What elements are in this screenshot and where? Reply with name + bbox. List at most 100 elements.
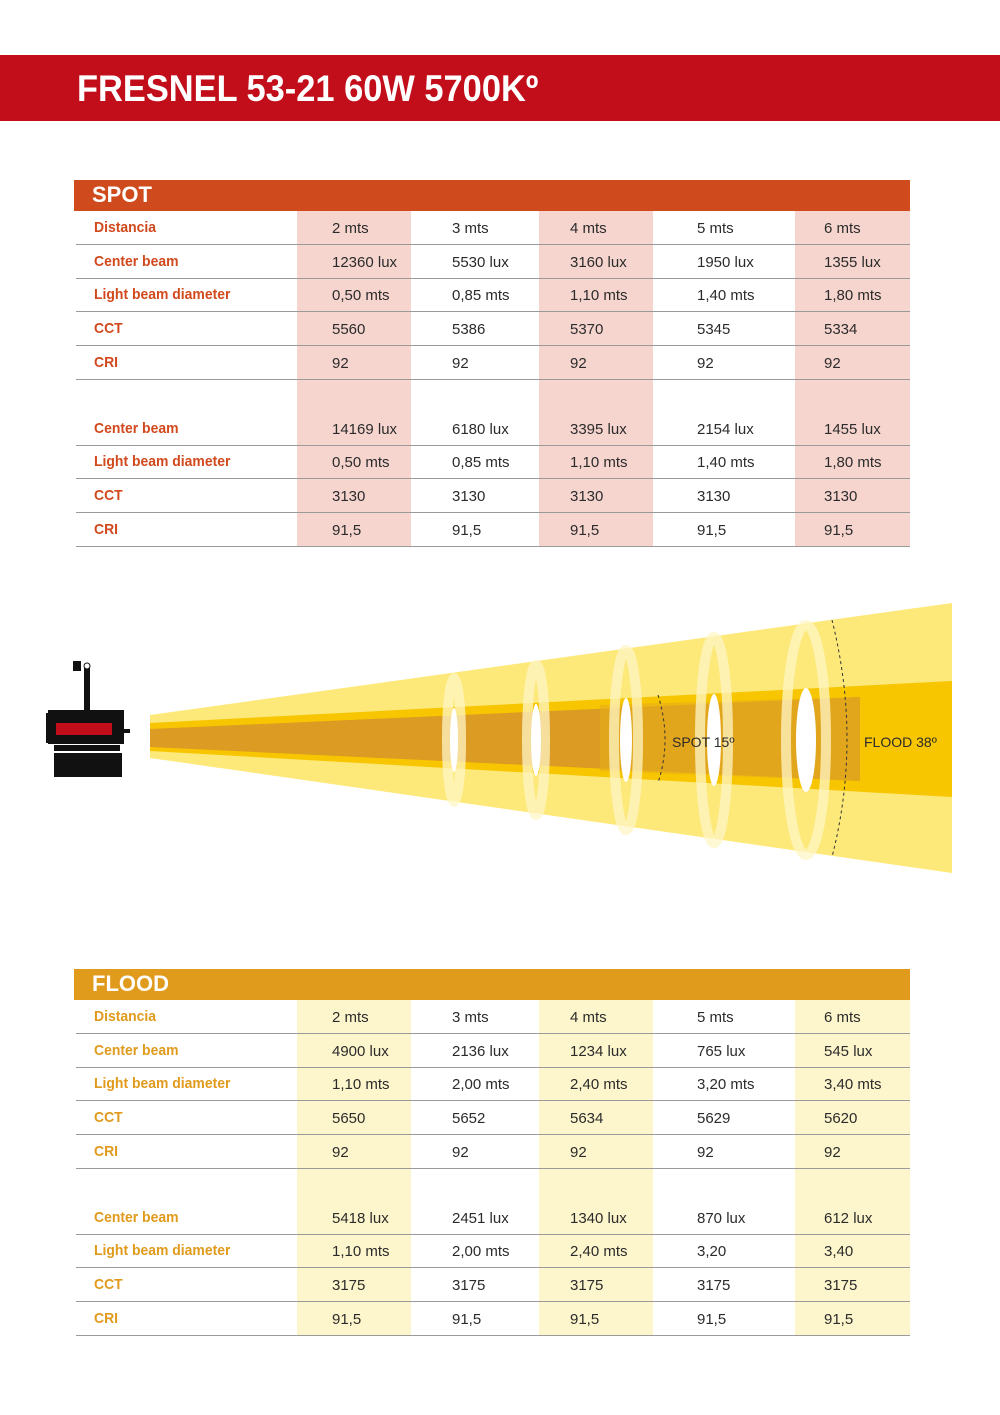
table-cell: 5418 lux [332, 1210, 389, 1227]
table-cell: 5652 [452, 1110, 486, 1127]
flood-header-label: FLOOD [92, 971, 169, 996]
table-cell: 3130 [452, 488, 486, 505]
table-cell: 3175 [824, 1277, 858, 1294]
table-cell: 5370 [570, 321, 604, 338]
table-cell: 1,40 mts [697, 287, 755, 304]
table-cell: 870 lux [697, 1210, 746, 1227]
table-cell: 1355 lux [824, 254, 881, 271]
table-cell: 1,10 mts [570, 454, 628, 471]
beam-rings [442, 620, 831, 860]
table-cell: 5 mts [697, 220, 734, 237]
shade-column [297, 211, 411, 546]
table-cell: 4900 lux [332, 1043, 389, 1060]
flood-angle-marker [831, 619, 848, 858]
flood-section: FLOOD Distancia 2 mts 3 mts 4 mts 5 mts 6 mts… [74, 969, 910, 1336]
title-bar [0, 55, 1000, 121]
table-row: CRI 91,5 91,5 91,5 91,5 91,5 [76, 513, 910, 547]
table-cell: 92 [824, 1144, 841, 1161]
table-cell: 92 [824, 355, 841, 372]
table-cell: 6 mts [824, 1009, 861, 1026]
row-label-center-beam: Center beam [94, 253, 179, 270]
table-cell: 3,40 [824, 1243, 854, 1260]
table-row: Center beam 4900 lux 2136 lux 1234 lux 765 l… [76, 1034, 910, 1068]
table-cell: 91,5 [332, 522, 362, 539]
table-cell: 3175 [332, 1277, 366, 1294]
table-cell: 1455 lux [824, 421, 881, 438]
ring-center-5m [707, 694, 721, 786]
ring-2m [442, 673, 466, 807]
table-cell: 2,00 mts [452, 1076, 510, 1093]
table-cell: 2,40 mts [570, 1076, 628, 1093]
table-row: Light beam diameter 1,10 mts 2,00 mts 2,40 … [76, 1234, 910, 1268]
shade-column [297, 1000, 411, 1335]
table-cell: 14169 lux [332, 421, 398, 438]
flood-header: FLOOD [74, 969, 910, 1000]
table-cell: 3130 [570, 488, 604, 505]
row-label-cri: CRI [94, 521, 119, 538]
table-cell: 91,5 [697, 522, 727, 539]
table-row: CCT 5650 5652 5634 5629 5620 [76, 1101, 910, 1135]
table-cell: 92 [332, 355, 349, 372]
table-row: Light beam diameter 0,50 mts 0,85 mts 1,10 … [76, 278, 910, 312]
ring-center-3m [531, 704, 541, 776]
row-label-distancia: Distancia [94, 1008, 157, 1025]
table-cell: 91,5 [332, 1311, 362, 1328]
table-row: CCT 3130 3130 3130 3130 3130 [76, 479, 910, 513]
ring-6m [781, 620, 831, 860]
table-cell: 91,5 [697, 1311, 727, 1328]
table-cell: 2 mts [332, 220, 369, 237]
spot-angle-marker [657, 694, 666, 784]
table-cell: 92 [332, 1144, 349, 1161]
spot-section: SPOT Distancia 2 mts 3 mts 4 mts 5 mts 6 mts C… [74, 180, 910, 547]
table-cell: 92 [570, 355, 587, 372]
table-cell: 3130 [332, 488, 366, 505]
row-label-cri: CRI [94, 1310, 119, 1327]
ring-center-4m [620, 698, 632, 782]
table-cell: 1950 lux [697, 254, 754, 271]
table-cell: 1234 lux [570, 1043, 627, 1060]
ring-4m [609, 645, 643, 835]
table-cell: 3130 [697, 488, 731, 505]
table-cell: 3 mts [452, 220, 489, 237]
ring-3m [522, 660, 550, 820]
beam-ring-centers [450, 688, 816, 792]
table-cell: 91,5 [452, 522, 482, 539]
table-cell: 1,10 mts [332, 1243, 390, 1260]
shade-column [795, 211, 910, 546]
table-cell: 2,00 mts [452, 1243, 510, 1260]
flood-angle-label: FLOOD 38º [864, 734, 937, 750]
table-row: Center beam 5418 lux 2451 lux 1340 lux 870 l… [76, 1201, 910, 1235]
table-row: Center beam 14169 lux 6180 lux 3395 lux 2154… [76, 412, 910, 446]
table-cell: 91,5 [570, 1311, 600, 1328]
table-row: Distancia 2 mts 3 mts 4 mts 5 mts 6 mts [76, 1000, 910, 1034]
table-cell: 92 [697, 355, 714, 372]
table-cell: 1,80 mts [824, 287, 882, 304]
table-row: CRI 92 92 92 92 92 [76, 1135, 910, 1169]
table-cell: 1,40 mts [697, 454, 755, 471]
table-cell: 3,20 mts [697, 1076, 755, 1093]
table-cell: 3 mts [452, 1009, 489, 1026]
table-cell: 6180 lux [452, 421, 509, 438]
shade-column [795, 1000, 910, 1335]
table-cell: 91,5 [824, 1311, 854, 1328]
table-cell: 3395 lux [570, 421, 627, 438]
row-label-cri: CRI [94, 1143, 119, 1160]
beam-diagram: SPOT 15º FLOOD 38º [0, 595, 1000, 885]
row-label-cri: CRI [94, 354, 119, 371]
table-cell: 1340 lux [570, 1210, 627, 1227]
table-cell: 765 lux [697, 1043, 746, 1060]
row-label-center-beam: Center beam [94, 1209, 179, 1226]
table-cell: 0,85 mts [452, 287, 510, 304]
beam-svg [46, 603, 952, 873]
table-cell: 92 [452, 355, 469, 372]
table-cell: 4 mts [570, 220, 607, 237]
table-cell: 3175 [697, 1277, 731, 1294]
row-label-light-beam-diameter: Light beam diameter [94, 453, 231, 470]
ring-5m [695, 632, 733, 848]
row-label-cct: CCT [94, 1276, 123, 1293]
table-cell: 91,5 [824, 522, 854, 539]
row-label-cct: CCT [94, 320, 123, 337]
table-cell: 3,20 [697, 1243, 727, 1260]
row-label-light-beam-diameter: Light beam diameter [94, 286, 231, 303]
table-cell: 1,10 mts [332, 1076, 390, 1093]
